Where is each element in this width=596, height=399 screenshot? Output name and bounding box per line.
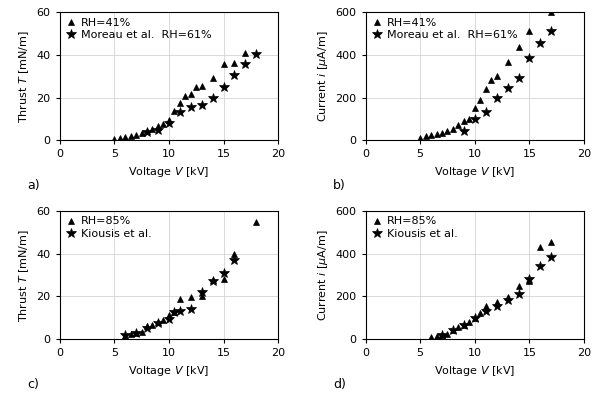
Text: d): d) (333, 377, 346, 391)
X-axis label: Voltage $V$ [kV]: Voltage $V$ [kV] (434, 165, 516, 179)
X-axis label: Voltage $V$ [kV]: Voltage $V$ [kV] (128, 364, 209, 378)
Y-axis label: Thrust $T$ [mN/m]: Thrust $T$ [mN/m] (17, 229, 31, 322)
Legend: RH=85%, Kiousis et al.: RH=85%, Kiousis et al. (63, 214, 154, 241)
Text: c): c) (27, 377, 39, 391)
X-axis label: Voltage $V$ [kV]: Voltage $V$ [kV] (128, 165, 209, 179)
Legend: RH=41%, Moreau et al.  RH=61%: RH=41%, Moreau et al. RH=61% (369, 15, 520, 42)
Y-axis label: Thrust $T$ [mN/m]: Thrust $T$ [mN/m] (17, 30, 31, 122)
X-axis label: Voltage $V$ [kV]: Voltage $V$ [kV] (434, 364, 516, 378)
Text: b): b) (333, 179, 346, 192)
Y-axis label: Current $i$ [$\mu$A/m]: Current $i$ [$\mu$A/m] (316, 229, 330, 321)
Legend: RH=41%, Moreau et al.  RH=61%: RH=41%, Moreau et al. RH=61% (63, 15, 213, 42)
Y-axis label: Current $i$ [$\mu$A/m]: Current $i$ [$\mu$A/m] (316, 30, 330, 122)
Legend: RH=85%, Kiousis et al.: RH=85%, Kiousis et al. (369, 214, 460, 241)
Text: a): a) (27, 179, 39, 192)
